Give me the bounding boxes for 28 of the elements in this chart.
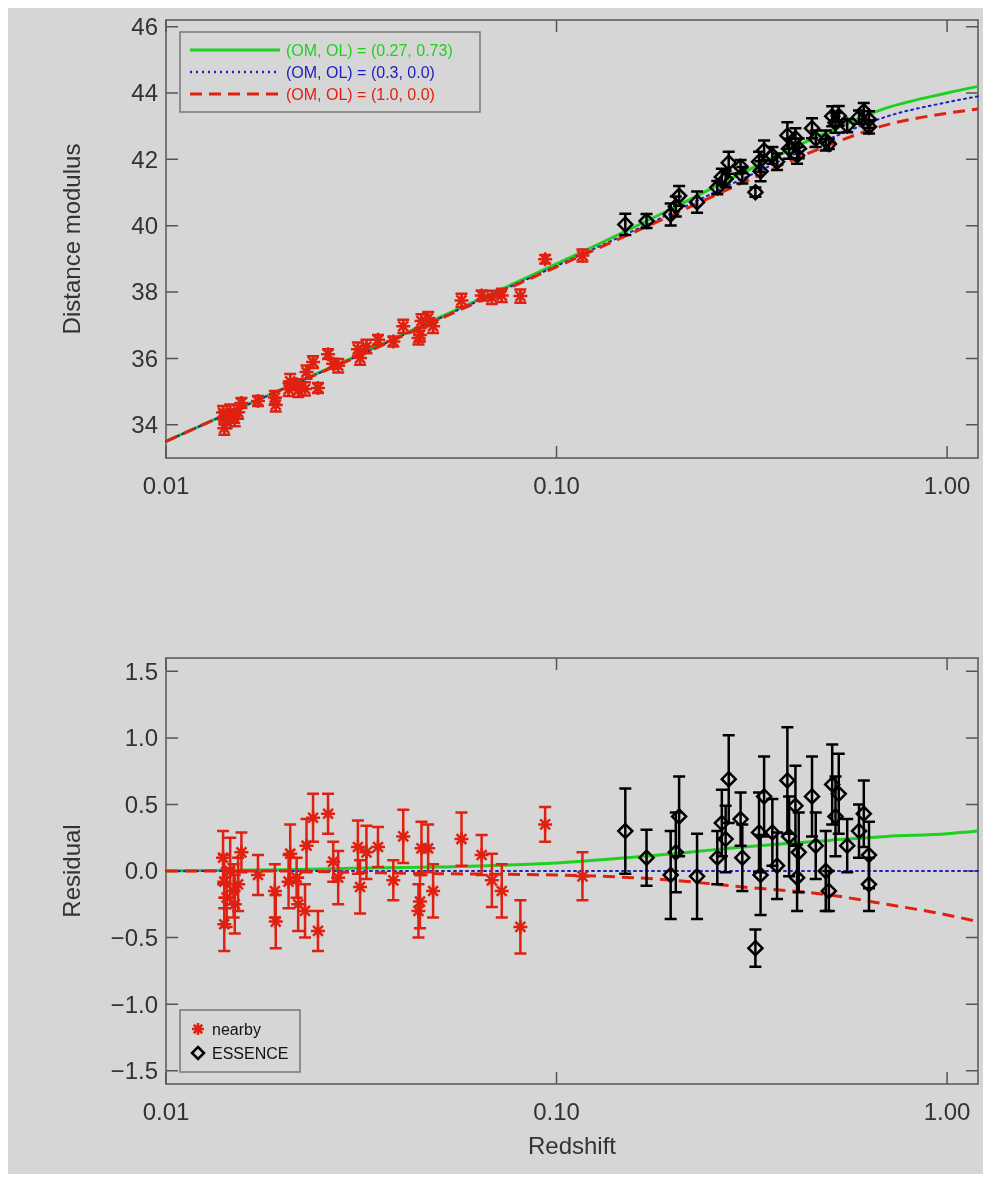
y-tick-label: 38 <box>131 278 158 306</box>
legend-label: ESSENCE <box>212 1044 289 1062</box>
x-axis-title: Redshift <box>527 1132 617 1159</box>
y-tick-label: 46 <box>131 13 158 41</box>
y-tick-label: 44 <box>131 79 158 107</box>
y-tick-label: −1.5 <box>110 1057 158 1085</box>
y-tick-label: 36 <box>131 344 158 372</box>
text: (OM, OL) = (0.3, 0.0) <box>286 63 435 81</box>
x-tick-label: 1.00 <box>923 1098 971 1125</box>
x-tick-label: 1.00 <box>923 472 971 499</box>
x-tick-label: 0.10 <box>533 472 580 499</box>
legend-label: nearby <box>212 1020 261 1038</box>
text: (OM, OL) = (1.0, 0.0) <box>286 85 435 103</box>
y-tick-label: 34 <box>131 411 158 439</box>
y-tick-label: 40 <box>131 212 158 240</box>
text: (OM, OL) = (0.27, 0.73) <box>286 41 453 59</box>
x-tick-label: 0.01 <box>142 472 190 499</box>
y-tick-label: −1.0 <box>110 990 158 1018</box>
y-axis-title: Distance modulus <box>58 143 85 335</box>
x-tick-label: 0.10 <box>533 1098 580 1125</box>
y-tick-label: 1.5 <box>124 657 158 685</box>
x-tick-label: 0.01 <box>142 1098 190 1125</box>
y-tick-label: −0.5 <box>110 923 158 951</box>
y-axis-title: Residual <box>58 824 85 918</box>
y-tick-label: 0.0 <box>124 857 158 885</box>
y-tick-label: 1.0 <box>124 724 158 752</box>
y-tick-label: 42 <box>131 145 158 173</box>
y-tick-label: 0.5 <box>124 790 158 818</box>
